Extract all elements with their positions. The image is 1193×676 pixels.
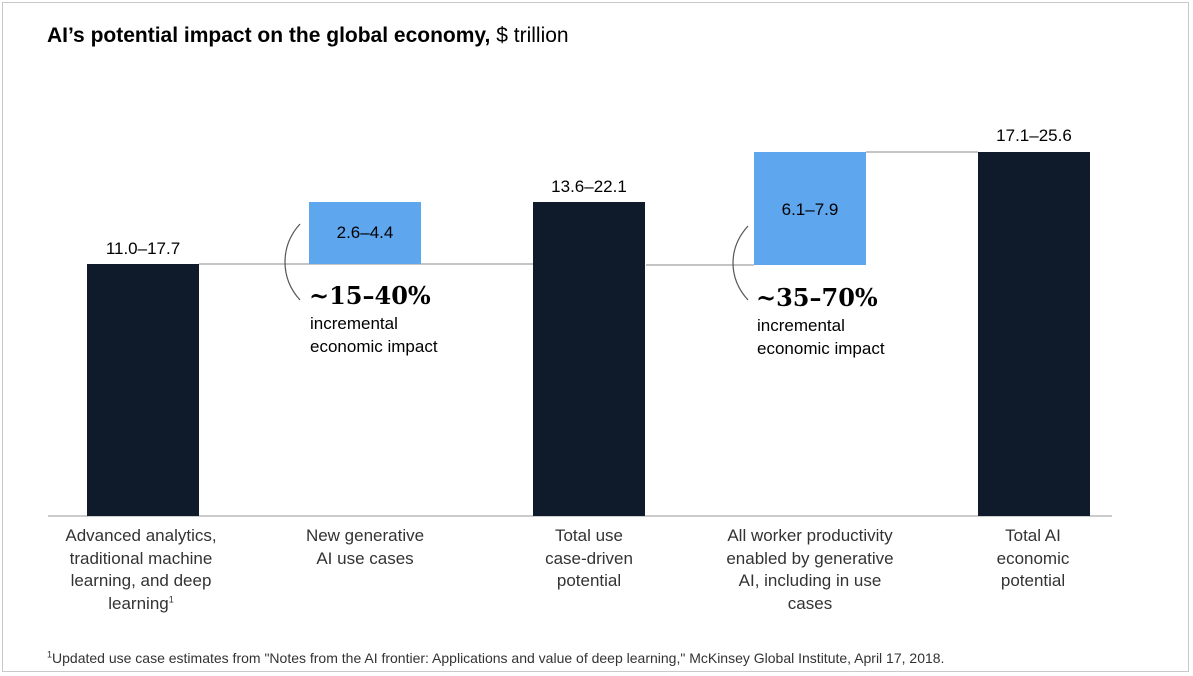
annotation-text-2-line-1: incremental <box>757 316 845 335</box>
annotation-bracket-1 <box>284 223 301 301</box>
annotation-text-1-line-2: economic impact <box>310 337 438 356</box>
bar-3 <box>754 152 866 265</box>
annotation-text-2-line-2: economic impact <box>757 339 885 358</box>
category-label-3-line-4: cases <box>787 593 833 613</box>
chart-title-unit: $ trillion <box>496 24 569 47</box>
category-label-0-line-3: learning, and deep <box>70 571 212 590</box>
bar-0 <box>87 264 199 516</box>
category-label-4-line-3: potential <box>1000 571 1066 590</box>
category-label-2-line-2: case-driven <box>545 548 633 568</box>
bar-value-label-2: 13.6–22.1 <box>551 177 627 196</box>
category-label-2-line-3: potential <box>556 571 622 590</box>
annotation-percent-2: ~35–70% <box>756 283 878 312</box>
annotation-text-1-line-1: incremental <box>310 314 398 333</box>
annotation-text-1: incremental economic impact <box>310 312 438 358</box>
category-label-4-line-1: Total AI <box>1005 526 1061 545</box>
bar-value-label-3: 6.1–7.9 <box>782 200 839 219</box>
category-label-0-line-2: traditional machine <box>69 548 213 568</box>
category-label-2: Total use case-driven potential <box>489 525 689 593</box>
category-label-0-line-1: Advanced analytics, <box>65 526 217 545</box>
category-label-1-line-2: AI use cases <box>316 548 414 568</box>
category-label-3-line-2: enabled by generative <box>726 548 894 568</box>
bar-value-label-1: 2.6–4.4 <box>337 223 394 242</box>
annotation-bracket-2 <box>732 225 749 301</box>
category-label-4-line-2: economic <box>996 548 1070 568</box>
bars-group: 11.0–17.7 2.6–4.4 13.6–22.1 6.1–7.9 17.1–25.… <box>87 126 1090 516</box>
category-label-1-line-1: New generative <box>305 526 425 545</box>
chart-title: AI’s potential impact on the global econ… <box>47 24 569 48</box>
category-label-3-line-1: All worker productivity <box>727 526 893 545</box>
category-label-0: Advanced analytics, traditional machine … <box>41 525 241 615</box>
footnote-number: 1 <box>47 649 53 660</box>
annotation-percent-1: ~15–40% <box>309 281 431 310</box>
category-label-0-line-4: learning1 <box>41 593 241 616</box>
bar-1 <box>309 202 421 264</box>
footnote-text: Updated use case estimates from "Notes f… <box>52 650 945 666</box>
category-label-1: New generative AI use cases <box>265 525 465 570</box>
category-label-3-line-3: AI, including in use <box>738 571 882 590</box>
category-label-3: All worker productivity enabled by gener… <box>698 525 922 615</box>
category-label-0-line-4-text: learning <box>108 593 169 613</box>
category-label-2-line-1: Total use <box>554 526 624 545</box>
bar-4 <box>978 152 1090 516</box>
bar-value-label-4: 17.1–25.6 <box>996 126 1072 145</box>
footnote: 1Updated use case estimates from "Notes … <box>47 650 944 666</box>
footnote-marker: 1 <box>168 593 174 604</box>
chart-title-bold: AI’s potential impact on the global econ… <box>47 24 491 47</box>
category-label-4: Total AI economic potential <box>933 525 1133 593</box>
bar-value-label-0: 11.0–17.7 <box>106 239 180 258</box>
bar-2 <box>533 202 645 516</box>
annotation-text-2: incremental economic impact <box>757 314 885 360</box>
